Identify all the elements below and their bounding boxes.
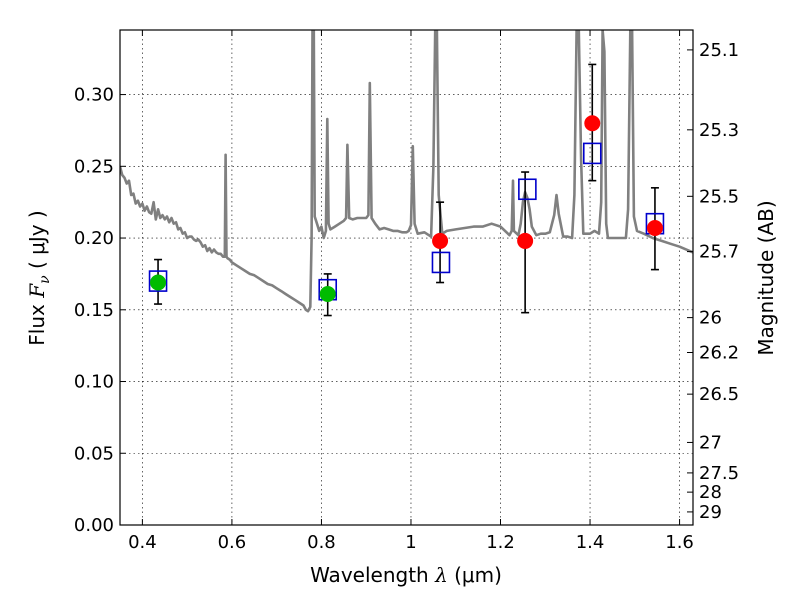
y-tick-label: 0.00 — [74, 515, 114, 536]
model-spectrum-line — [120, 30, 693, 313]
y2-tick-label: 26.5 — [699, 384, 739, 405]
model-photometry-box — [518, 178, 537, 201]
axis-ticks — [120, 30, 693, 526]
y2-tick-label: 29 — [699, 502, 722, 523]
y-tick-label: 0.25 — [74, 156, 114, 177]
x-tick-label: 1.2 — [486, 532, 515, 553]
y-tick-label: 0.10 — [74, 372, 114, 393]
red-photometry-point — [646, 220, 663, 236]
green-photometry-point — [150, 274, 167, 291]
y-tick-label: 0.15 — [74, 300, 114, 321]
y2-axis-label: Magnitude (AB) — [754, 200, 778, 355]
y2-tick-label: 25.3 — [699, 120, 739, 141]
red-photometry-point — [517, 232, 534, 249]
y2-tick-label: 28 — [699, 482, 722, 503]
model-photometry-box — [431, 251, 451, 274]
x-axis-label: Wavelength λ (μm) — [310, 563, 502, 587]
y2-tick-label: 25.1 — [699, 40, 739, 61]
x-tick-label: 0.8 — [307, 532, 336, 553]
x-tick-label: 1 — [405, 532, 416, 553]
tick-labels: 0.4 0.6 0.8 1 1.2 1.4 1.6 0.00 0.05 0.10 0.15 0.20 0… — [74, 40, 739, 553]
y-tick-label: 0.30 — [74, 85, 114, 106]
x-tick-label: 1.6 — [665, 532, 694, 553]
y-axis-label: Flux Fν ( μJy ) — [25, 210, 53, 345]
x-tick-label: 0.4 — [128, 532, 157, 553]
x-tick-label: 1.4 — [576, 532, 605, 553]
y2-tick-label: 26.2 — [699, 343, 739, 364]
y-tick-label: 0.20 — [74, 228, 114, 249]
model-photometry-box — [148, 270, 168, 292]
red-photometry-point — [584, 115, 601, 132]
red-photometry-point — [432, 232, 449, 249]
y2-tick-label: 25.5 — [699, 186, 739, 207]
y2-tick-label: 27.5 — [699, 463, 739, 484]
y2-tick-label: 26 — [699, 308, 722, 329]
x-tick-label: 0.6 — [218, 532, 247, 553]
y2-tick-label: 27 — [699, 432, 722, 453]
y-tick-label: 0.05 — [74, 443, 114, 464]
series-layer — [120, 30, 693, 317]
plot-area — [120, 30, 693, 525]
plot-frame — [119, 29, 694, 526]
green-photometry-point — [319, 286, 336, 302]
y2-tick-label: 25.7 — [699, 242, 739, 263]
model-photometry-box — [582, 142, 602, 165]
